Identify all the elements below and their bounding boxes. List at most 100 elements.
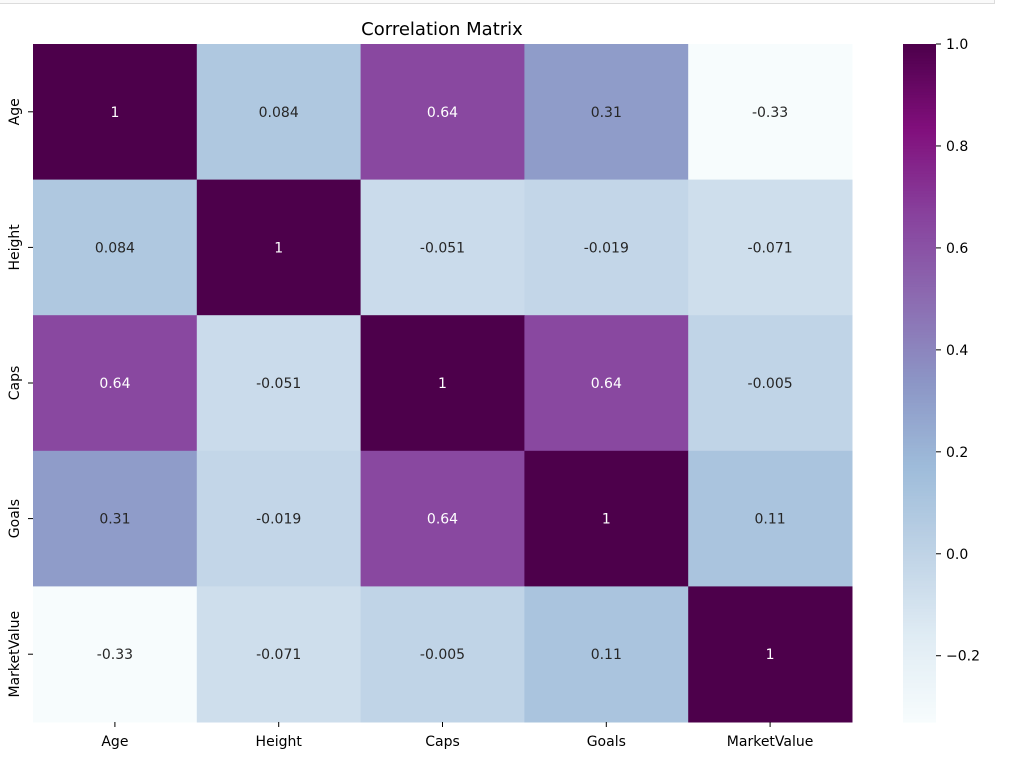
- colorbar-segment: [903, 524, 936, 528]
- heatmap-cell-Caps-Height: [196, 315, 362, 452]
- y-tick-label: Age: [7, 98, 23, 125]
- colorbar-segment: [903, 142, 936, 147]
- colorbar-segment: [903, 117, 936, 121]
- heatmap-cell-Height-Age: [33, 179, 198, 316]
- cell-annotation: -0.33: [97, 647, 133, 663]
- colorbar-segment: [903, 100, 936, 104]
- colorbar-segment: [903, 236, 936, 240]
- colorbar-segment: [903, 685, 936, 689]
- colorbar-segment: [903, 507, 936, 511]
- colorbar-segment: [903, 267, 936, 271]
- colorbar-segment: [903, 241, 936, 246]
- colorbar-segment: [903, 577, 936, 582]
- colorbar-segment: [903, 456, 936, 460]
- cell-annotation: -0.33: [752, 105, 788, 121]
- colorbar-segment: [903, 560, 936, 565]
- colorbar-segment: [903, 702, 936, 706]
- colorbar-segment: [903, 688, 936, 692]
- colorbar-segment: [903, 114, 936, 119]
- colorbar-segment: [903, 145, 936, 150]
- colorbar-segment: [903, 340, 936, 345]
- colorbar-segment: [903, 473, 936, 477]
- colorbar-segment: [903, 165, 936, 169]
- colorbar-tick-label: 0.8: [946, 139, 968, 155]
- colorbar-segment: [903, 343, 936, 347]
- colorbar-segment: [903, 383, 936, 387]
- colorbar-segment: [903, 467, 936, 472]
- cell-annotation: -0.051: [256, 376, 301, 392]
- colorbar-segment: [903, 391, 936, 395]
- cell-annotation: 0.64: [427, 512, 458, 528]
- colorbar-segment: [903, 250, 936, 254]
- colorbar-segment: [903, 504, 936, 508]
- heatmap-cell-MarketValue-Caps: [360, 586, 525, 723]
- colorbar-segment: [903, 606, 936, 610]
- colorbar-segment: [903, 176, 936, 181]
- colorbar-segment: [903, 131, 936, 135]
- chart-title: Correlation Matrix: [361, 19, 523, 40]
- colorbar-segment: [903, 58, 936, 62]
- colorbar-segment: [903, 642, 936, 647]
- colorbar-segment: [903, 575, 936, 579]
- colorbar-segment: [903, 55, 936, 59]
- colorbar-segment: [903, 518, 936, 523]
- x-axis-ticks: Age Height Caps Goals MarketValue: [101, 722, 813, 750]
- cell-annotation: -0.071: [256, 647, 301, 663]
- heatmap-cell-Height-Goals: [524, 179, 689, 316]
- colorbar-segment: [903, 603, 936, 607]
- colorbar-segment: [903, 442, 936, 446]
- heatmap-cell-Age-MarketValue: [688, 44, 853, 181]
- colorbar-tick-label: 1.0: [946, 37, 968, 53]
- colorbar-segment: [903, 202, 936, 206]
- y-tick-label: Caps: [7, 366, 23, 401]
- colorbar-segment: [903, 151, 936, 155]
- cell-annotation: 0.31: [99, 512, 130, 528]
- colorbar-segment: [903, 159, 936, 164]
- colorbar-segment: [903, 193, 936, 198]
- heatmap-cell-Goals-Goals: [524, 450, 689, 587]
- colorbar-segment: [903, 77, 936, 82]
- colorbar-segment: [903, 134, 936, 138]
- heatmap-cell-Age-Caps: [360, 44, 525, 181]
- colorbar-segment: [903, 623, 936, 627]
- colorbar-segment: [903, 270, 936, 274]
- colorbar-segment: [903, 351, 936, 356]
- colorbar-segment: [903, 75, 936, 79]
- heatmap-cell-MarketValue-Age: [33, 586, 198, 723]
- colorbar-segment: [903, 580, 936, 585]
- heatmap-cell-Age-Age: [33, 44, 198, 181]
- colorbar-segment: [903, 558, 936, 562]
- cell-annotation: 0.31: [591, 105, 622, 121]
- colorbar-segment: [903, 673, 936, 678]
- colorbar-segment: [903, 185, 936, 189]
- heatmap-cell-Age-Goals: [524, 44, 689, 181]
- colorbar-segment: [903, 676, 936, 681]
- colorbar-segment: [903, 230, 936, 234]
- colorbar-segment: [903, 651, 936, 655]
- heatmap-cells: 1 0.084 0.64 0.31 -0.33 0.084 1 -0.051 -0.019 -0.…: [33, 44, 853, 723]
- cell-annotation: 0.084: [259, 105, 299, 121]
- colorbar-segment: [903, 120, 936, 124]
- heatmap-cell-Age-Height: [196, 44, 362, 181]
- colorbar-segment: [903, 148, 936, 152]
- colorbar-segment: [903, 188, 936, 192]
- x-tick-label: Goals: [587, 734, 626, 750]
- colorbar-segment: [903, 329, 936, 333]
- colorbar-segment: [903, 286, 936, 291]
- colorbar-segment: [903, 224, 936, 229]
- colorbar-segment: [903, 326, 936, 330]
- colorbar-segment: [903, 46, 936, 51]
- colorbar-segment: [903, 162, 936, 167]
- colorbar-segment: [903, 566, 936, 571]
- colorbar-segment: [903, 439, 936, 443]
- colorbar-segment: [903, 464, 936, 469]
- colorbar-segment: [903, 315, 936, 319]
- colorbar-segment: [903, 171, 936, 175]
- colorbar-segment: [903, 253, 936, 257]
- colorbar-segment: [903, 597, 936, 602]
- colorbar-segment: [903, 521, 936, 525]
- colorbar-segment: [903, 481, 936, 486]
- colorbar-tick-label: 0.4: [946, 343, 968, 359]
- colorbar-segment: [903, 414, 936, 418]
